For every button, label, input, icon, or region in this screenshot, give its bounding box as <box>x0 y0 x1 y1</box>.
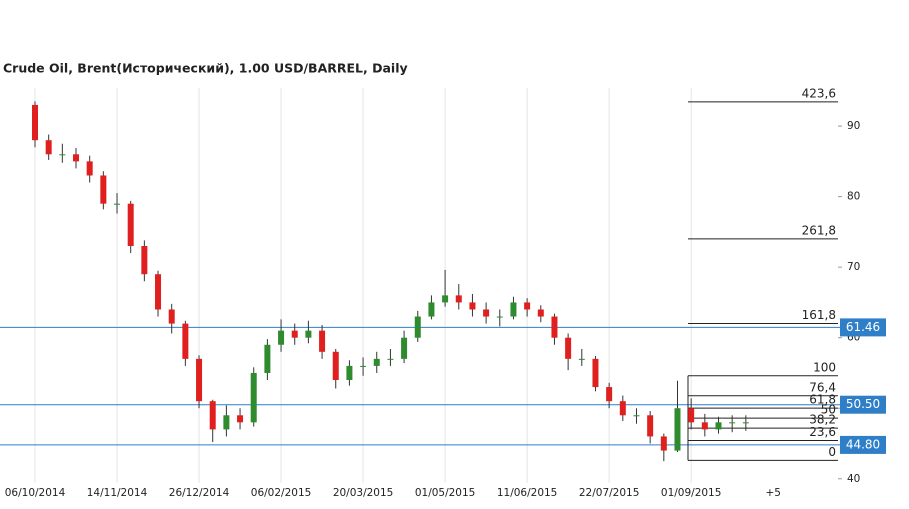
candle-body <box>332 351 339 381</box>
candle-body <box>360 365 367 367</box>
candle-body <box>250 372 257 423</box>
fib-label: 0 <box>828 445 836 459</box>
candle-body <box>319 330 326 352</box>
candle-body <box>278 330 285 345</box>
candle-body <box>305 330 312 338</box>
candle-body <box>373 358 380 366</box>
candle-body <box>510 302 517 317</box>
candle-body <box>565 337 572 359</box>
candle-body <box>428 302 435 317</box>
candle-body <box>455 295 462 303</box>
candle-body <box>592 358 599 388</box>
candle-body <box>496 316 503 318</box>
candle-body <box>237 415 244 423</box>
fib-label: 50 <box>821 403 836 417</box>
candle-body <box>196 358 203 402</box>
candle-body <box>483 309 490 317</box>
candle-body <box>32 104 38 141</box>
candle-body <box>127 203 134 246</box>
candle-body <box>715 422 722 430</box>
y-tick-label: 90 <box>847 120 860 132</box>
candle-body <box>346 365 353 381</box>
x-tick-label: 01/05/2015 <box>415 487 476 499</box>
x-tick-label: +5 <box>765 487 780 499</box>
level-label: 61.46 <box>846 320 880 334</box>
candle-body <box>401 337 408 359</box>
fib-label: 161,8 <box>802 308 836 322</box>
candle-body <box>606 387 613 402</box>
x-tick-label: 06/10/2014 <box>5 487 66 499</box>
candle-body <box>73 154 80 162</box>
x-tick-label: 01/09/2015 <box>661 487 722 499</box>
candle-body <box>45 140 52 155</box>
candle-body <box>209 401 216 430</box>
x-tick-label: 26/12/2014 <box>169 487 230 499</box>
y-tick-label: 40 <box>847 473 860 485</box>
fib-label: 38,2 <box>809 413 836 427</box>
candle-body <box>578 358 585 360</box>
y-tick-label: 80 <box>847 191 860 203</box>
level-label: 44.80 <box>846 437 880 451</box>
candle-body <box>182 323 189 359</box>
x-tick-label: 14/11/2014 <box>87 487 148 499</box>
x-tick-label: 22/07/2015 <box>579 487 640 499</box>
candle-body <box>660 436 667 451</box>
candle-body <box>742 422 749 424</box>
candle-body <box>442 295 449 303</box>
level-label: 50.50 <box>846 397 880 411</box>
x-tick-label: 11/06/2015 <box>497 487 558 499</box>
candle-body <box>633 415 640 417</box>
y-tick-label: 70 <box>847 261 860 273</box>
candle-body <box>537 309 544 317</box>
candle-body <box>100 175 107 204</box>
chart-title: Crude Oil, Brent(Исторический), 1.00 USD… <box>3 61 408 76</box>
candle-body <box>647 415 654 437</box>
fib-label: 423,6 <box>802 86 836 100</box>
fib-label: 61,8 <box>809 393 836 407</box>
candle-body <box>264 344 271 373</box>
candle-body <box>729 422 736 424</box>
candle-body <box>688 408 695 423</box>
fib-label: 76,4 <box>809 380 836 394</box>
candle-body <box>114 203 121 205</box>
fib-label: 100 <box>813 360 836 374</box>
candle-body <box>674 408 681 451</box>
fib-label: 261,8 <box>802 223 836 237</box>
level-box <box>840 435 886 454</box>
candle-body <box>387 358 394 360</box>
candle-body <box>155 274 162 310</box>
candle-body <box>551 316 558 338</box>
x-tick-label: 06/02/2015 <box>251 487 312 499</box>
candle-body <box>414 316 421 338</box>
candle-body <box>619 401 626 416</box>
candle-body <box>86 161 93 176</box>
candle-body <box>701 422 708 430</box>
candle-body <box>291 330 298 338</box>
candle-body <box>141 246 148 275</box>
candle-body <box>469 302 476 310</box>
level-box <box>840 318 886 337</box>
level-box <box>840 395 886 414</box>
x-tick-label: 20/03/2015 <box>333 487 394 499</box>
candle-body <box>524 302 531 310</box>
candle-body <box>168 309 175 324</box>
fib-label: 23,6 <box>809 425 836 439</box>
candle-body <box>59 154 66 156</box>
candle-body <box>223 415 230 430</box>
